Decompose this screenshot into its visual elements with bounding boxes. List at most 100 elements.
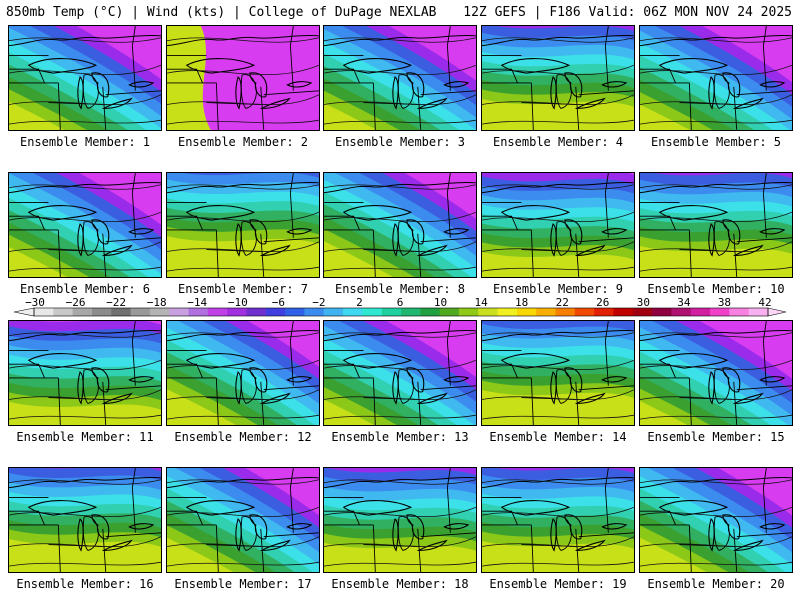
temperature-map-svg (167, 468, 319, 572)
temperature-map-svg (9, 468, 161, 572)
legend-color-swatch (53, 308, 74, 316)
temperature-map-svg (324, 468, 476, 572)
legend-color-swatch (72, 308, 93, 316)
legend-color-swatch (323, 308, 344, 316)
legend-color-swatch (690, 308, 711, 316)
ensemble-member-label: Ensemble Member: 16 (16, 577, 154, 591)
ensemble-member-label: Ensemble Member: 17 (174, 577, 312, 591)
legend-tick-label: −18 (147, 296, 167, 309)
legend-svg: −30 −26 −22 −18 −14 −10 −6 −2 2 6 10 14 18 22 26 30 34 38… (13, 296, 787, 317)
temperature-map-svg (167, 173, 319, 277)
legend-color-swatch (729, 308, 750, 316)
legend-color-swatch (227, 308, 247, 316)
legend-color-swatch (420, 308, 441, 316)
legend-color-swatch (516, 308, 537, 316)
ensemble-member-map (323, 467, 477, 573)
legend-tick-label: −22 (106, 296, 126, 309)
legend-tick-label: 26 (596, 296, 609, 309)
ensemble-member-map (639, 320, 793, 426)
legend-color-swatch (285, 308, 305, 316)
ensemble-member-label: Ensemble Member: 20 (647, 577, 785, 591)
ensemble-member-map (8, 320, 162, 426)
ensemble-member-map (166, 320, 320, 426)
ensemble-member-label: Ensemble Member: 2 (177, 135, 309, 149)
legend-color-swatch (478, 308, 499, 316)
ensemble-member-map (481, 320, 635, 426)
ensemble-member-map (8, 172, 162, 278)
ensemble-member-map (323, 172, 477, 278)
temperature-map-svg (9, 321, 161, 425)
temperature-map-svg (640, 173, 792, 277)
temperature-color-legend: −30 −26 −22 −18 −14 −10 −6 −2 2 6 10 14 18 22 26 30 34 38… (0, 296, 800, 320)
ensemble-member-label: Ensemble Member: 7 (177, 282, 309, 296)
ensemble-member-label: Ensemble Member: 12 (174, 430, 312, 444)
temperature-map-svg (482, 173, 634, 277)
legend-tick-label: 42 (758, 296, 771, 309)
ensemble-member-label: Ensemble Member: 6 (19, 282, 151, 296)
legend-color-swatch (207, 308, 228, 316)
ensemble-member-label: Ensemble Member: 15 (647, 430, 785, 444)
legend-tick-label: 2 (356, 296, 363, 309)
ensemble-member-label: Ensemble Member: 19 (489, 577, 627, 591)
legend-color-swatch (188, 308, 209, 316)
legend-tick-label: 14 (474, 296, 488, 309)
legend-tick-label: 38 (718, 296, 731, 309)
temperature-map-svg (482, 321, 634, 425)
ensemble-member-map (166, 25, 320, 131)
ensemble-member-map (481, 172, 635, 278)
ensemble-member-map (8, 25, 162, 131)
legend-color-swatch (362, 308, 383, 316)
ensemble-member-label: Ensemble Member: 10 (647, 282, 785, 296)
ensemble-member-map (639, 172, 793, 278)
legend-color-swatch (748, 308, 769, 316)
legend-color-swatch (613, 308, 634, 316)
legend-tick-label: 6 (397, 296, 404, 309)
temperature-map-svg (324, 173, 476, 277)
ensemble-member-map (323, 25, 477, 131)
legend-color-swatch (536, 308, 557, 316)
legend-color-swatch (246, 308, 267, 316)
ensemble-member-label: Ensemble Member: 4 (492, 135, 624, 149)
temperature-map-svg (9, 173, 161, 277)
ensemble-member-label: Ensemble Member: 1 (19, 135, 151, 149)
legend-color-swatch (381, 308, 402, 316)
ensemble-member-map (166, 172, 320, 278)
legend-color-swatch (304, 308, 325, 316)
ensemble-member-label: Ensemble Member: 5 (650, 135, 782, 149)
ensemble-member-map (481, 25, 635, 131)
valid-time-label: 12Z GEFS | F186 Valid: 06Z MON NOV 24 20… (463, 5, 792, 20)
legend-tick-label: −6 (272, 296, 285, 309)
legend-color-swatch (401, 308, 421, 316)
ensemble-member-map (323, 320, 477, 426)
legend-tick-label: 30 (637, 296, 650, 309)
legend-color-swatch (34, 308, 54, 316)
temperature-map-svg (324, 321, 476, 425)
temperature-map-svg (167, 26, 319, 130)
ensemble-member-label: Ensemble Member: 18 (331, 577, 469, 591)
temperature-map-svg (482, 468, 634, 572)
ensemble-member-map (639, 25, 793, 131)
legend-color-swatch (111, 308, 132, 316)
legend-tick-label: −14 (187, 296, 207, 309)
temperature-map-svg (482, 26, 634, 130)
legend-color-swatch (149, 308, 170, 316)
legend-color-swatch (710, 308, 730, 316)
legend-color-swatch (130, 308, 151, 316)
ensemble-member-map (481, 467, 635, 573)
legend-tick-label: 10 (434, 296, 447, 309)
legend-tick-label: 22 (556, 296, 569, 309)
legend-color-swatch (574, 308, 595, 316)
legend-tick-label: −2 (312, 296, 325, 309)
legend-color-swatch (265, 308, 286, 316)
ensemble-member-map (639, 467, 793, 573)
ensemble-member-label: Ensemble Member: 9 (492, 282, 624, 296)
legend-color-swatch (594, 308, 614, 316)
legend-color-swatch (343, 308, 363, 316)
legend-tick-label: 18 (515, 296, 528, 309)
legend-color-swatch (458, 308, 479, 316)
legend-color-swatch (555, 308, 576, 316)
ensemble-member-map (8, 467, 162, 573)
ensemble-member-label: Ensemble Member: 14 (489, 430, 627, 444)
temperature-map-svg (167, 321, 319, 425)
temperature-map-svg (640, 26, 792, 130)
